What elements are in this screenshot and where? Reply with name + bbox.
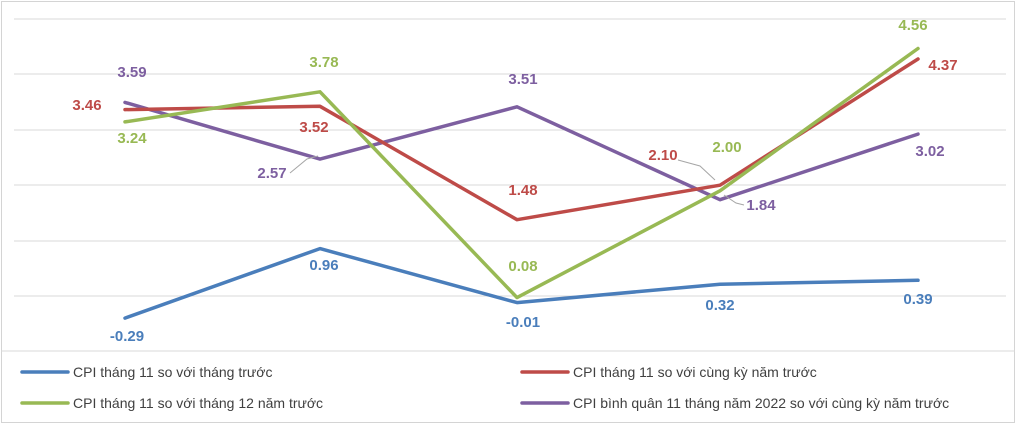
legend-label-2: CPI tháng 11 so với tháng 12 năm trước xyxy=(73,395,323,411)
data-label-s2-p0: 3.24 xyxy=(117,130,147,147)
data-labels: -0.29 0.96 -0.01 0.32 0.39 3.46 3.52 1.48 2.10 4.… xyxy=(72,17,957,345)
data-label-s0-p1: 0.96 xyxy=(309,257,338,274)
series-line-0 xyxy=(123,246,920,320)
series-lines xyxy=(123,46,920,320)
leader-line-2 xyxy=(723,194,745,206)
data-label-s3-p0: 3.59 xyxy=(117,64,146,81)
data-label-s3-p2: 3.51 xyxy=(508,71,537,88)
legend: CPI tháng 11 so với tháng trước CPI tháng… xyxy=(20,364,949,411)
leader-lines xyxy=(289,155,745,206)
data-label-s3-p3: 1.84 xyxy=(746,197,776,214)
legend-label-3: CPI bình quân 11 tháng năm 2022 so với c… xyxy=(573,395,949,411)
data-label-s0-p4: 0.39 xyxy=(903,291,932,308)
data-label-s0-p0: -0.29 xyxy=(110,328,144,345)
data-label-s1-p4: 4.37 xyxy=(928,57,957,74)
data-label-s2-p1: 3.78 xyxy=(309,54,338,71)
series-line-3 xyxy=(123,100,920,202)
data-label-s2-p4: 4.56 xyxy=(898,17,927,34)
gridlines xyxy=(14,18,1006,297)
leader-line-1 xyxy=(677,159,716,181)
data-label-s3-p1: 2.57 xyxy=(257,165,286,182)
legend-label-0: CPI tháng 11 so với tháng trước xyxy=(73,364,272,380)
data-label-s1-p3: 2.10 xyxy=(648,147,677,164)
data-label-s1-p2: 1.48 xyxy=(508,182,537,199)
series-line-2 xyxy=(123,46,920,300)
data-label-s1-p0: 3.46 xyxy=(72,97,101,114)
data-label-s1-p1: 3.52 xyxy=(299,119,328,136)
data-label-s3-p4: 3.02 xyxy=(915,143,944,160)
data-label-s0-p3: 0.32 xyxy=(705,297,734,314)
data-label-s2-p2: 0.08 xyxy=(508,258,537,275)
legend-label-1: CPI tháng 11 so với cùng kỳ năm trước xyxy=(573,364,817,380)
data-label-s2-p3: 2.00 xyxy=(712,139,741,156)
leader-line-0 xyxy=(289,155,319,174)
data-label-s0-p2: -0.01 xyxy=(506,314,540,331)
